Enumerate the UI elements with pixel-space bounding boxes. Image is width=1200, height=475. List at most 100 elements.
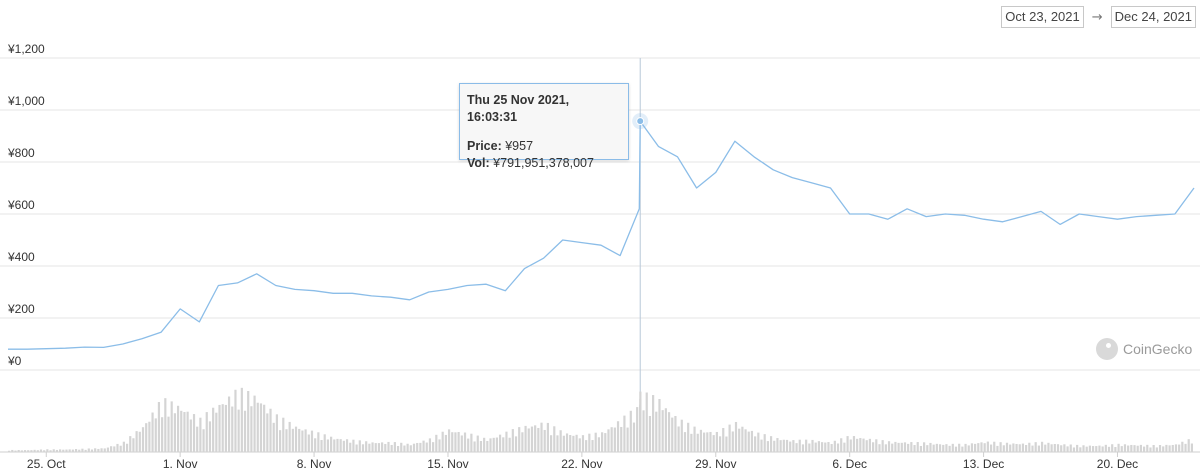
volume-bar (1034, 442, 1037, 452)
volume-bar (849, 439, 852, 452)
volume-bar (508, 437, 511, 452)
tooltip-vol-row: Vol: ¥791,951,378,007 (467, 155, 621, 172)
volume-bar (55, 449, 59, 452)
volume-bar (36, 450, 39, 452)
volume-bar (1088, 445, 1091, 452)
volume-bar (365, 441, 368, 452)
volume-bar (1069, 444, 1072, 452)
end-date-field[interactable]: Dec 24, 2021 (1110, 6, 1196, 28)
volume-bar (986, 441, 989, 452)
volume-bar (1040, 441, 1044, 452)
volume-bar (613, 427, 616, 452)
volume-bar (291, 428, 294, 452)
volume-bar (432, 442, 435, 452)
volume-bar (629, 410, 632, 452)
tooltip-datetime: Thu 25 Nov 2021, 16:03:31 (467, 93, 570, 124)
volume-bar (897, 442, 900, 452)
volume-bar (253, 395, 256, 452)
volume-bar (100, 448, 103, 452)
volume-bar (406, 443, 409, 452)
volume-bar (1184, 443, 1187, 452)
volume-bar (103, 448, 106, 452)
volume-bar (17, 449, 20, 452)
coingecko-logo-icon (1096, 338, 1118, 360)
volume-bar (1009, 444, 1012, 452)
volume-bar (403, 445, 406, 452)
volume-bar (553, 426, 556, 452)
volume-bar (467, 438, 470, 452)
volume-bar (368, 443, 371, 452)
volume-bar (314, 438, 317, 452)
volume-bar (1053, 444, 1056, 452)
volume-bar (1139, 444, 1142, 452)
volume-bar (926, 445, 929, 452)
volume-bar (1072, 447, 1076, 452)
volume-bar (479, 440, 483, 452)
volume-bar (601, 432, 604, 452)
volume-bar (1056, 444, 1060, 452)
volume-bar (336, 438, 339, 452)
volume-bar (1174, 444, 1178, 452)
volume-bar (773, 440, 776, 452)
volume-bar (342, 440, 345, 452)
volume-bar (425, 442, 428, 452)
start-date-field[interactable]: Oct 23, 2021 (1001, 6, 1084, 28)
volume-bar (129, 436, 132, 452)
volume-bar (594, 432, 597, 452)
volume-bar (989, 444, 993, 452)
volume-bar (110, 446, 113, 452)
volume-bar (1050, 444, 1053, 452)
volume-bar (199, 417, 202, 452)
x-tick-label: 29. Nov (695, 457, 736, 471)
volume-bar (259, 403, 263, 452)
volume-bar (330, 436, 333, 452)
volume-bar (486, 440, 489, 452)
volume-bar (626, 427, 629, 452)
volume-bar (358, 440, 361, 452)
volume-bar (725, 436, 728, 452)
volume-bar (731, 431, 734, 452)
price-series (8, 113, 1195, 350)
volume-bar (212, 407, 215, 452)
volume-bar (23, 450, 27, 452)
volume-bar (1021, 443, 1025, 452)
volume-bar (636, 407, 639, 452)
volume-bar (690, 433, 693, 452)
x-tick-label: 13. Dec (963, 457, 1004, 471)
volume-bar (505, 431, 508, 452)
volume-bar (8, 450, 11, 452)
volume-bar (1152, 445, 1155, 452)
volume-bar (779, 440, 782, 452)
volume-bar (1101, 446, 1104, 452)
volume-bar (390, 444, 393, 452)
volume-bar (942, 444, 945, 452)
volume-bar (511, 429, 514, 452)
volume-bar (610, 427, 613, 452)
volume-bar (728, 424, 731, 452)
volume-bar (151, 412, 154, 452)
volume-bar (840, 438, 843, 452)
volume-bar (836, 443, 840, 452)
volume-bar (996, 445, 999, 452)
volume-bar (218, 404, 221, 452)
volume-bar (326, 439, 330, 452)
volume-bar (562, 435, 565, 452)
volume-bar (84, 449, 87, 452)
volume-bar (122, 441, 125, 452)
volume-bar (878, 444, 881, 452)
volume-bar (422, 440, 425, 452)
volume-bar (903, 442, 907, 452)
volume-bar (652, 395, 655, 452)
volume-bar (215, 412, 218, 452)
volume-bar (208, 421, 212, 452)
volume-bar (1120, 446, 1123, 452)
volume-bar (192, 414, 196, 452)
volume-bar (703, 432, 706, 452)
volume-bar (645, 392, 648, 452)
volume-bar (820, 442, 824, 452)
price-tooltip: Thu 25 Nov 2021, 16:03:31 Price: ¥957 Vo… (459, 83, 629, 170)
volume-bar (473, 441, 476, 452)
volume-bar (30, 450, 33, 452)
volume-bar (489, 438, 492, 452)
